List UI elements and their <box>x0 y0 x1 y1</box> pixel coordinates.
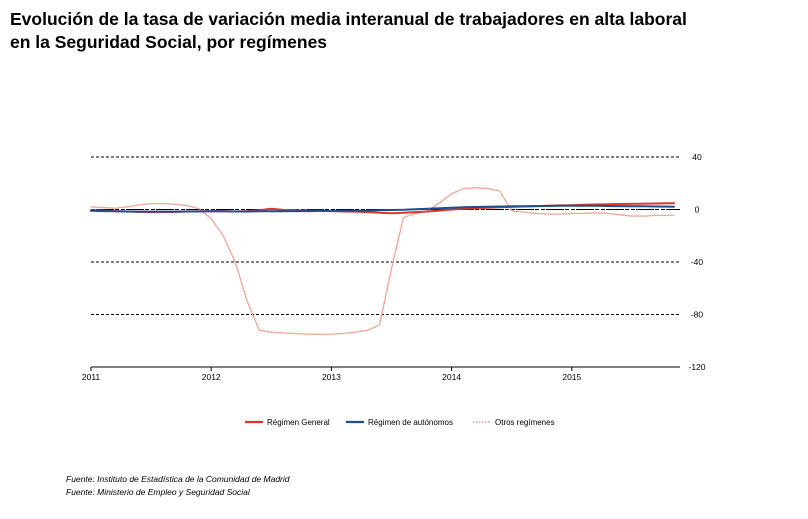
series-line-2 <box>90 204 675 213</box>
x-tick-label: 2015 <box>562 372 581 382</box>
chart-title: Evolución de la tasa de variación media … <box>10 8 800 54</box>
y-tick-label: -80 <box>691 310 704 320</box>
source-line-1: Fuente: Instituto de Estadística de la C… <box>66 474 290 484</box>
y-tick-label: 0 <box>695 205 700 215</box>
x-tick-label: 2011 <box>82 372 101 382</box>
x-tick-label: 2014 <box>442 372 461 382</box>
title-line-2: en la Seguridad Social, por regímenes <box>10 32 328 52</box>
legend-label: Otros regímenes <box>495 418 555 427</box>
sources: Fuente: Instituto de Estadística de la C… <box>66 473 290 499</box>
y-tick-label: -120 <box>688 362 705 372</box>
source-line-2: Fuente: Ministerio de Empleo y Seguridad… <box>66 487 250 497</box>
x-tick-label: 2012 <box>202 372 221 382</box>
legend-label: Régimen General <box>267 418 330 427</box>
y-tick-label: -40 <box>691 257 704 267</box>
series-line-3 <box>90 187 675 335</box>
title-line-1: Evolución de la tasa de variación media … <box>10 9 687 29</box>
legend-label: Régimen de autónomos <box>368 418 453 427</box>
y-tick-label: 40 <box>692 152 702 162</box>
x-tick-label: 2013 <box>322 372 341 382</box>
